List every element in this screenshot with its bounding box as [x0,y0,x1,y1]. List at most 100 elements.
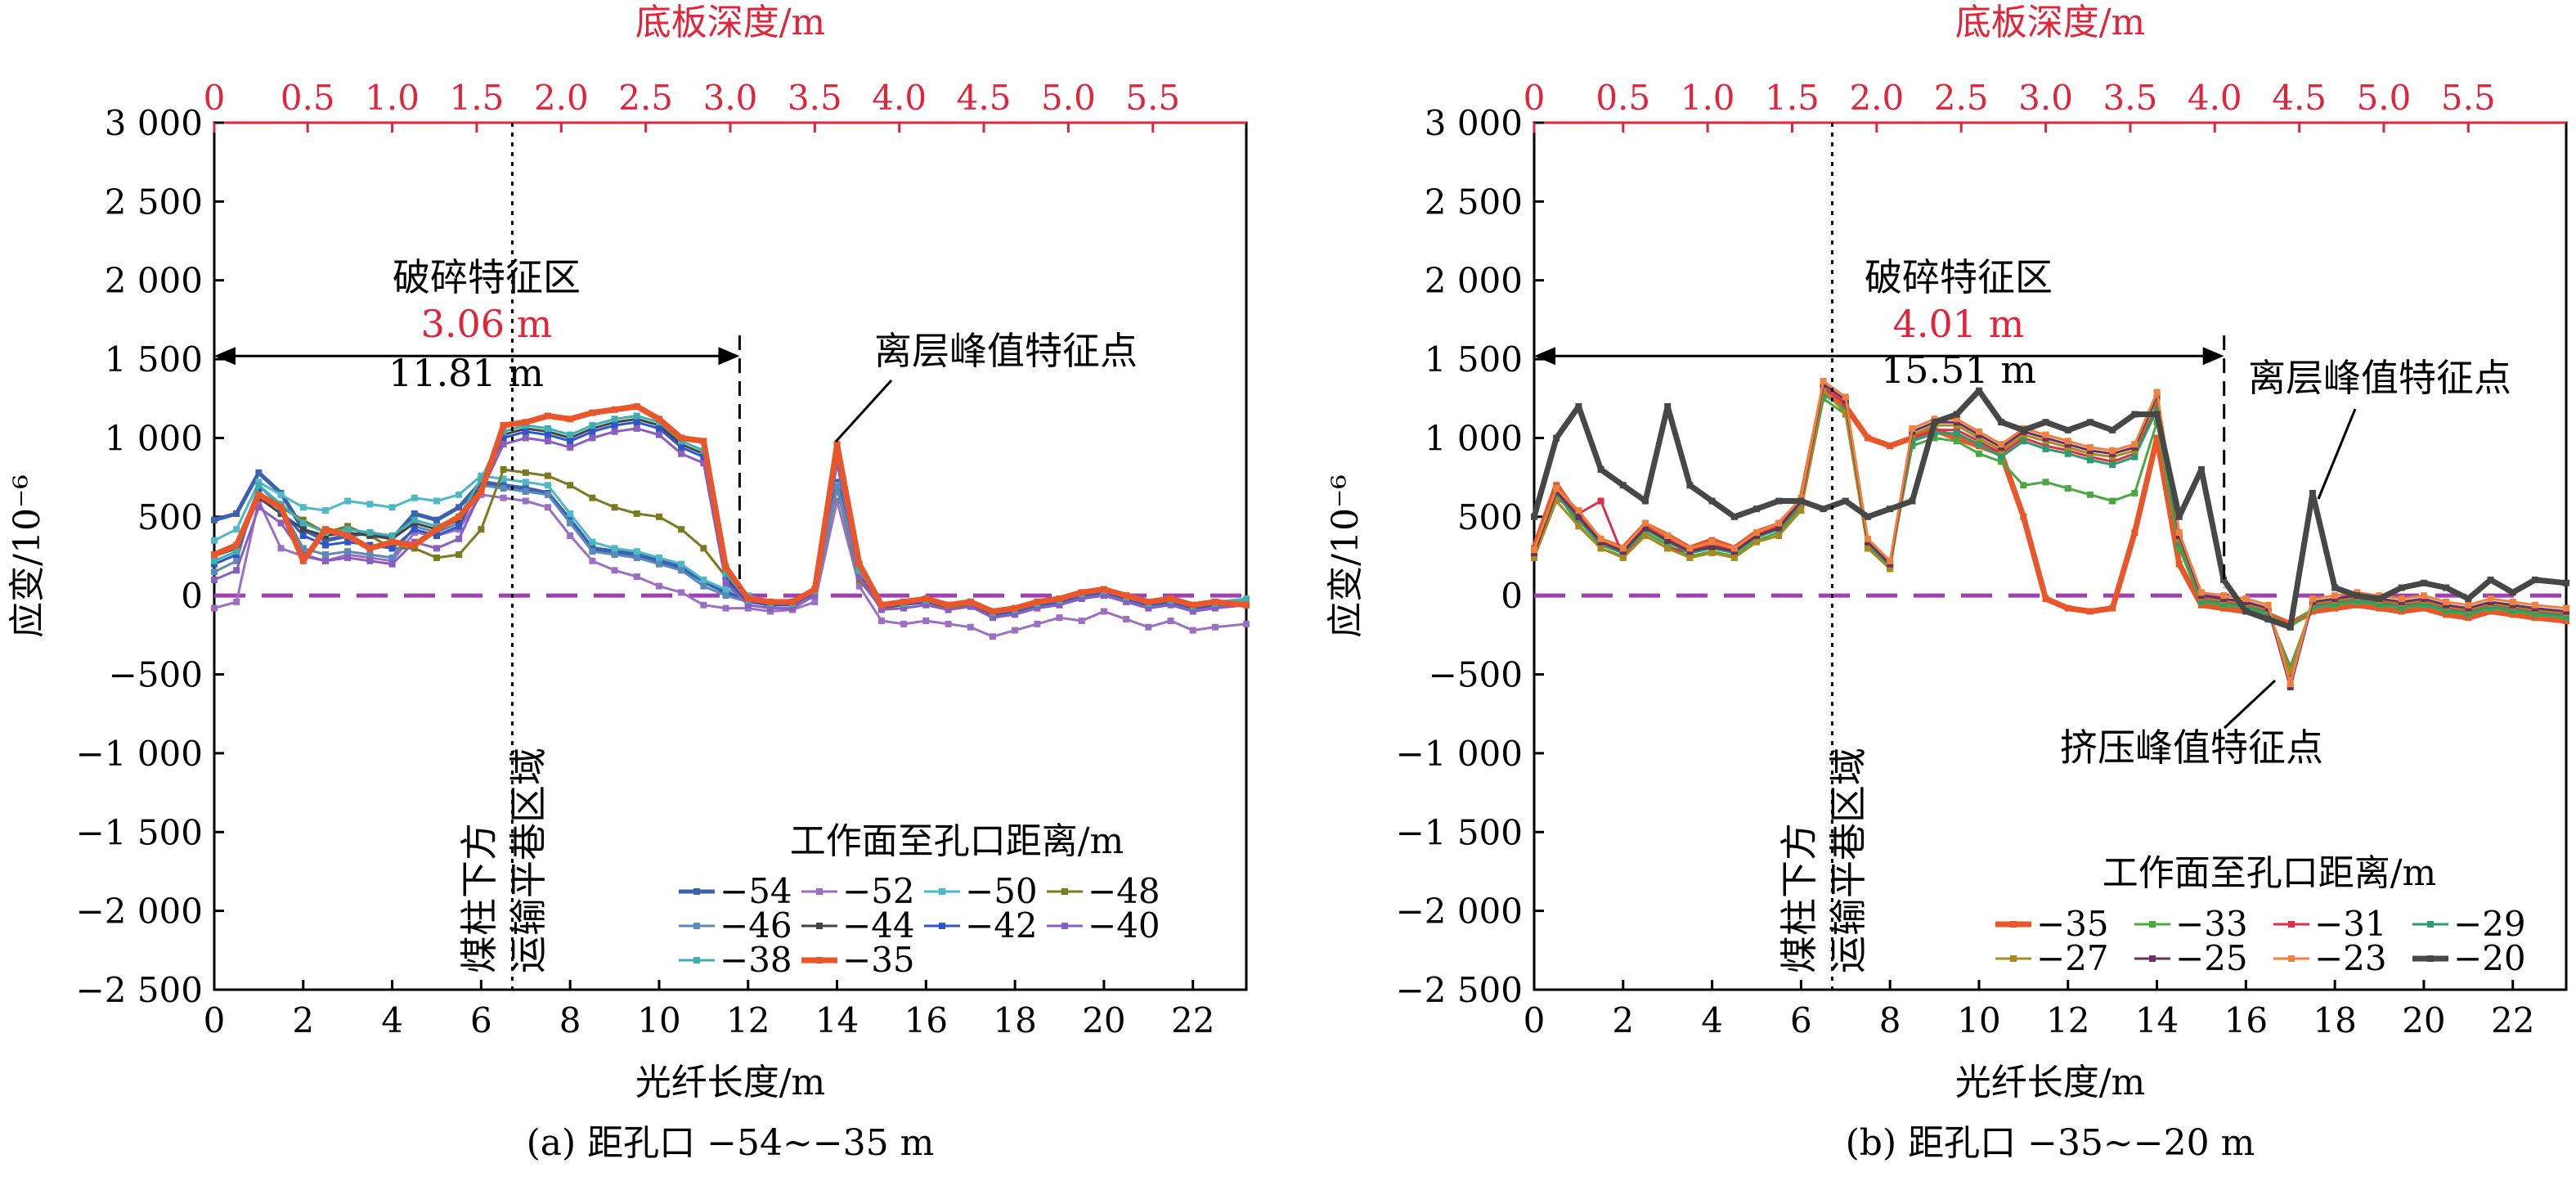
top-tick-label: 3.5 [788,78,842,118]
series-point [589,409,596,416]
series-point [522,478,529,486]
series-point [1243,596,1250,604]
series-point [2131,489,2138,496]
annotation-separation-peak: 离层峰值特征点 [874,329,1138,373]
series-point [2465,601,2472,609]
series-point [1708,497,1716,505]
y-tick-label: 3 000 [105,103,203,143]
series-point [1553,434,1560,442]
series-point [678,589,685,596]
series-point [2398,584,2405,591]
series-point [2131,411,2138,418]
series-point [589,557,596,564]
series-point [855,567,863,574]
y-tick-label: 1 000 [105,418,203,458]
series-point [277,519,285,527]
series-point [233,510,240,517]
series-point [700,545,707,552]
series-point [233,598,240,605]
series-point [211,551,218,559]
series-point [1909,425,1916,432]
series-point [633,573,640,581]
series-point [567,444,574,451]
series-point [544,491,551,498]
series-point [1553,485,1560,492]
series-point [2131,529,2138,537]
series-point [1078,595,1085,603]
series-point [989,608,996,615]
series-point [766,604,774,612]
series-point [567,438,574,445]
series-point [589,434,596,442]
series-point [2175,529,2183,537]
series-point [2042,478,2049,486]
series-point [388,545,396,552]
series-point [1752,505,1760,513]
series-point [1752,538,1760,546]
series-point [1189,627,1196,634]
series-point [433,526,440,533]
series-point [433,532,440,539]
series-point [589,428,596,435]
series-point [567,519,574,527]
series-point [2197,589,2205,596]
legend-label: −54 [720,871,792,911]
series-point [655,554,662,561]
series-point [2309,595,2316,603]
arrow-left-icon [214,347,236,366]
series-point [255,504,263,511]
series-point [1641,524,1649,532]
series-point [700,460,707,467]
series-point [433,497,440,505]
series-point [1775,497,1783,505]
top-tick-label: 3.0 [2018,78,2073,118]
top-tick-label: 5.5 [1125,78,1180,118]
series-point [1953,411,1960,418]
series-line [1531,388,2567,631]
series-point [211,568,218,576]
series-point [1686,554,1694,561]
series-point [344,538,352,546]
annotation-compression-peak: 挤压峰值特征点 [2060,726,2323,770]
y-axis-ticks: −2 500 −2 000 −1 500 −1 000 −500 0 500 1 000 1 5… [76,103,224,1010]
series-point [2086,456,2094,464]
legend-marker [1061,888,1068,895]
y-axis-ticks: −2 500 −2 000 −1 500 −1 000 −500 0 500 1 000 1 5… [1396,103,1544,1010]
legend-title: 工作面至孔口距离/m [2103,852,2437,894]
series-point [1842,409,1849,416]
series-point [1211,598,1218,605]
legend-marker [693,957,700,964]
series-point [855,560,863,568]
series-point [1100,592,1107,600]
series-point [456,504,463,511]
series-point [2309,489,2316,496]
top-tick-label: 1.5 [450,78,505,118]
series-point [1887,557,1894,564]
series-point [2153,411,2161,418]
series-point [1975,450,1982,457]
series-point [2131,453,2138,460]
series-point [967,603,974,610]
series-point [1797,497,1805,505]
series-point [611,406,618,413]
series-point [1953,416,1960,423]
series-point [2131,441,2138,448]
series-point [1975,387,1982,394]
series-point [2109,497,2116,505]
series-point [1641,519,1649,527]
series-line [1533,386,2567,676]
arrow-left-icon [1534,347,1555,366]
series-point [1012,627,1019,634]
series-point [388,532,396,539]
series-point [388,554,396,561]
series-point [233,567,240,574]
series-point [1752,529,1760,537]
legend-label: −29 [2453,904,2526,944]
series-point [1775,519,1783,527]
series-point [1211,623,1218,631]
series-point [2398,595,2405,603]
series-point [277,545,285,552]
series-point [1034,604,1041,612]
series-point [1641,497,1649,505]
